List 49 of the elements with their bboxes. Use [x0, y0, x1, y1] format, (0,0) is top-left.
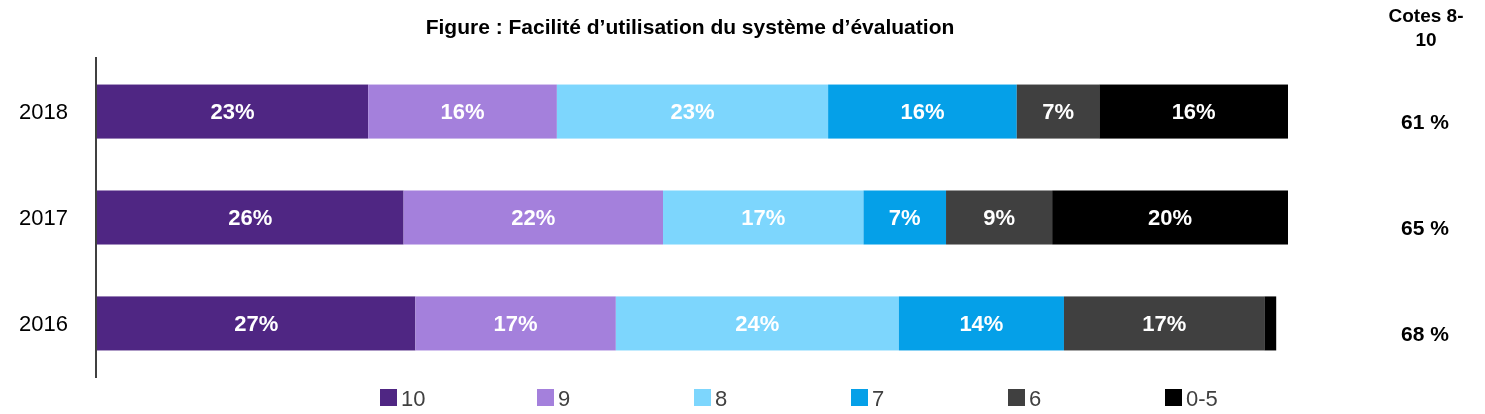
- data-label: 22%: [511, 205, 556, 231]
- data-label: 23%: [210, 99, 255, 125]
- y-tick-label: 2017: [19, 205, 68, 231]
- legend-label: 0-5: [1186, 385, 1218, 411]
- text: 61 %: [1401, 109, 1450, 133]
- data-label: 17%: [493, 311, 538, 337]
- bar: [556, 84, 829, 139]
- data-label: 7%: [888, 205, 921, 231]
- bar: [1016, 84, 1100, 139]
- y-tick-label: 2016: [19, 311, 68, 337]
- legend-label: 10: [401, 385, 426, 411]
- data-label: 16%: [440, 99, 485, 125]
- legend-label: 7: [872, 385, 885, 411]
- bar: [97, 296, 416, 351]
- data-label: 16%: [900, 99, 945, 125]
- bar: [1052, 190, 1288, 245]
- text: Cotes 8-10: [1388, 5, 1464, 50]
- data-label: 17%: [1142, 311, 1187, 337]
- bar: [1063, 296, 1265, 351]
- bar: [1099, 84, 1288, 139]
- chart-title: Figure : Facilité d’utilisation du système d’évaluation: [425, 15, 955, 38]
- data-label: 17%: [741, 205, 786, 231]
- data-label: 24%: [735, 311, 780, 337]
- data-label: 27%: [234, 311, 279, 337]
- bar: [663, 190, 864, 245]
- data-label: 23%: [670, 99, 715, 125]
- bar: [1264, 296, 1277, 351]
- bar: [828, 84, 1017, 139]
- data-label: 14%: [959, 311, 1004, 337]
- legend-label: 6: [1029, 385, 1042, 411]
- data-label: 16%: [1171, 99, 1216, 125]
- bar: [403, 190, 664, 245]
- bar: [97, 190, 404, 245]
- bar: [368, 84, 557, 139]
- data-label: 7%: [1042, 99, 1074, 125]
- bar: [97, 84, 369, 139]
- bar: [898, 296, 1064, 351]
- text: 68 %: [1401, 321, 1450, 345]
- bar: [863, 190, 947, 245]
- legend-label: 8: [715, 385, 728, 411]
- data-label: 20%: [1148, 205, 1193, 231]
- bar: [946, 190, 1053, 245]
- legend-label: 9: [558, 385, 571, 411]
- data-label: 26%: [228, 205, 273, 231]
- data-label: 9%: [983, 205, 1015, 231]
- y-tick-label: 2018: [19, 99, 68, 125]
- bar: [615, 296, 899, 351]
- text: 65 %: [1401, 215, 1450, 239]
- bar: [415, 296, 616, 351]
